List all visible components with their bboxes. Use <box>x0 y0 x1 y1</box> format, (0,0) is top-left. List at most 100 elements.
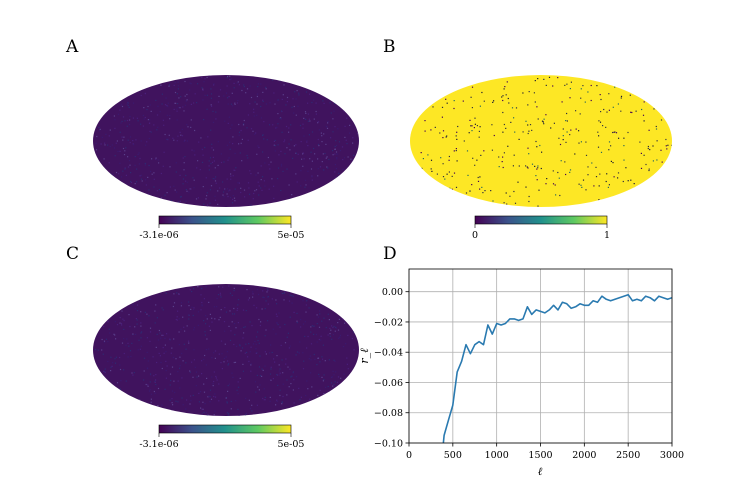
speckle-pixel <box>334 164 336 166</box>
masked-pixel <box>421 167 423 169</box>
speckle-pixel <box>305 304 307 306</box>
masked-pixel <box>552 183 555 185</box>
speckle-pixel <box>223 161 225 163</box>
masked-pixel <box>525 120 527 122</box>
speckle-pixel <box>295 98 297 100</box>
speckle-pixel <box>124 150 126 152</box>
speckle-pixel <box>288 347 290 349</box>
speckle-pixel <box>239 377 241 379</box>
speckle-pixel <box>266 291 268 293</box>
speckle-pixel <box>244 352 246 354</box>
speckle-pixel <box>158 189 160 191</box>
speckle-pixel <box>352 159 354 161</box>
speckle-pixel <box>329 327 331 329</box>
speckle-pixel <box>249 321 251 323</box>
speckle-pixel <box>302 153 304 155</box>
masked-pixel <box>505 127 507 129</box>
speckle-pixel <box>288 143 290 145</box>
speckle-pixel <box>166 192 168 194</box>
speckle-pixel <box>94 349 96 351</box>
speckle-pixel <box>202 401 204 403</box>
speckle-pixel <box>183 326 185 328</box>
speckle-pixel <box>289 149 291 151</box>
speckle-pixel <box>112 173 114 176</box>
speckle-pixel <box>317 122 319 124</box>
speckle-pixel <box>229 292 231 294</box>
speckle-pixel <box>109 129 111 131</box>
speckle-pixel <box>188 410 190 412</box>
speckle-pixel <box>240 191 242 194</box>
masked-pixel <box>540 167 542 170</box>
speckle-pixel <box>302 127 304 129</box>
speckle-pixel <box>274 103 276 105</box>
speckle-pixel <box>322 380 324 382</box>
masked-pixel <box>565 173 567 176</box>
speckle-pixel <box>264 308 266 310</box>
speckle-pixel <box>257 339 259 342</box>
speckle-pixel <box>107 360 109 363</box>
speckle-pixel <box>257 145 259 147</box>
panel-d-label: D <box>383 244 397 264</box>
masked-pixel <box>492 200 494 202</box>
speckle-pixel <box>234 103 236 105</box>
speckle-pixel <box>113 333 115 335</box>
speckle-pixel <box>148 315 150 317</box>
speckle-pixel <box>347 156 349 158</box>
speckle-pixel <box>295 376 298 378</box>
speckle-pixel <box>162 119 164 121</box>
masked-pixel <box>600 111 602 113</box>
masked-pixel <box>502 99 504 102</box>
speckle-pixel <box>323 393 325 395</box>
speckle-pixel <box>128 123 131 126</box>
speckle-pixel <box>138 163 140 165</box>
speckle-pixel <box>206 377 208 379</box>
masked-pixel <box>448 155 450 158</box>
speckle-pixel <box>212 383 214 385</box>
masked-pixel <box>631 111 633 114</box>
speckle-pixel <box>221 368 223 370</box>
speckle-pixel <box>212 178 214 180</box>
speckle-pixel <box>238 414 240 416</box>
speckle-pixel <box>281 359 283 361</box>
speckle-pixel <box>209 401 211 403</box>
speckle-pixel <box>173 84 175 86</box>
masked-pixel <box>562 128 564 130</box>
speckle-pixel <box>323 169 325 171</box>
speckle-pixel <box>213 83 215 85</box>
speckle-pixel <box>114 127 116 129</box>
speckle-pixel <box>245 397 247 399</box>
panel-c: C -3.1e-06 5e-05 <box>66 244 359 450</box>
masked-pixel <box>478 136 480 138</box>
speckle-pixel <box>193 349 195 351</box>
speckle-pixel <box>264 162 266 164</box>
speckle-pixel <box>217 294 220 296</box>
speckle-pixel <box>261 176 264 178</box>
speckle-pixel <box>290 383 292 385</box>
speckle-pixel <box>177 201 180 203</box>
speckle-pixel <box>127 102 129 104</box>
speckle-pixel <box>284 323 286 326</box>
masked-pixel <box>559 143 562 146</box>
speckle-pixel <box>223 357 225 359</box>
speckle-pixel <box>176 191 178 193</box>
masked-pixel <box>510 121 512 123</box>
speckle-pixel <box>144 162 146 165</box>
speckle-pixel <box>236 82 238 84</box>
speckle-pixel <box>154 322 156 324</box>
speckle-pixel <box>338 141 341 143</box>
masked-pixel <box>545 114 547 116</box>
speckle-pixel <box>295 144 297 146</box>
speckle-pixel <box>242 337 244 339</box>
speckle-pixel <box>119 131 121 133</box>
speckle-pixel <box>286 147 288 149</box>
speckle-pixel <box>202 89 204 91</box>
speckle-pixel <box>161 307 163 309</box>
speckle-pixel <box>217 164 219 166</box>
speckle-pixel <box>342 318 344 320</box>
speckle-pixel <box>234 152 236 155</box>
speckle-pixel <box>108 135 110 137</box>
speckle-pixel <box>276 322 278 324</box>
masked-pixel <box>501 96 503 98</box>
speckle-pixel <box>140 345 142 347</box>
masked-pixel <box>550 127 552 129</box>
